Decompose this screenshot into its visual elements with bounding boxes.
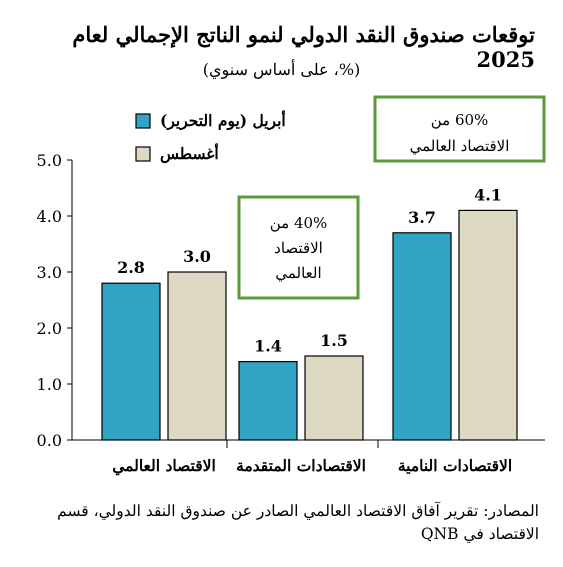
category-label: الاقتصادات المتقدمة [236, 456, 366, 475]
chart-subtitle: (%، على أساس سنوي) [202, 60, 361, 79]
legend-label: أبريل (يوم التحرير) [160, 109, 286, 131]
y-tick-label: 1.0 [37, 375, 62, 394]
source-note: المصادر: تقرير آفاق الاقتصاد العالمي الص… [57, 502, 539, 543]
annotation-text: 60% من [431, 111, 489, 129]
y-tick-label: 5.0 [37, 151, 62, 170]
bar [392, 232, 452, 441]
annotation-text: العالمي [275, 264, 321, 282]
bar [238, 361, 298, 441]
data-label: 2.8 [117, 258, 145, 277]
bar [167, 271, 227, 441]
annotation-text: الاقتصاد [274, 239, 323, 257]
y-tick-label: 4.0 [37, 207, 62, 226]
legend-label: أغسطس [160, 142, 219, 164]
bar [101, 282, 161, 441]
annotation-text: الاقتصاد العالمي [410, 137, 510, 155]
y-tick-label: 0.0 [37, 431, 62, 450]
data-label: 1.4 [254, 337, 282, 356]
y-tick-label: 3.0 [37, 263, 62, 282]
category-label: الاقتصاد العالمي [112, 456, 216, 476]
bar [304, 355, 364, 441]
bar [458, 209, 518, 441]
legend-swatch [135, 113, 151, 129]
annotation-box [237, 195, 360, 300]
data-label: 3.0 [183, 247, 211, 266]
plot-area: 0.0 1.0 2.0 3.0 4.0 5.0 2.8 3.0 الاقتصاد العالمي… [37, 95, 546, 476]
data-label: 3.7 [408, 208, 436, 227]
category-label: الاقتصادات النامية [398, 456, 512, 475]
annotation-text: 40% من [270, 214, 328, 232]
y-tick-label: 2.0 [37, 319, 62, 338]
chart-title: توقعات صندوق النقد الدولي لنمو الناتج ال… [72, 22, 535, 72]
annotation-box [373, 95, 546, 163]
data-label: 1.5 [320, 331, 348, 350]
legend-swatch [135, 146, 151, 162]
data-label: 4.1 [474, 185, 502, 204]
